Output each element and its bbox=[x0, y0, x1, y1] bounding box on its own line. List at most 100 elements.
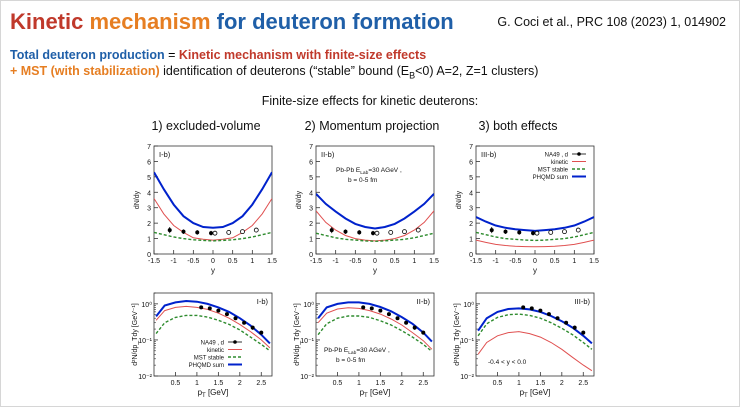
data-point bbox=[195, 230, 200, 235]
data-point bbox=[517, 230, 522, 235]
series-line-kinetic bbox=[477, 331, 593, 372]
y-tick-label: 10⁻¹ bbox=[300, 338, 314, 345]
reflected-data-point bbox=[212, 230, 218, 236]
panel-label: I-b) bbox=[257, 297, 269, 306]
y-tick-label: 10⁻² bbox=[460, 374, 474, 381]
total-production-label: Total deuteron production bbox=[10, 48, 165, 62]
x-tick-label: 1 bbox=[412, 258, 416, 265]
y-tick-label: 1 bbox=[309, 237, 313, 244]
x-axis-label: pT [GeV] bbox=[198, 388, 229, 399]
data-point bbox=[224, 312, 229, 317]
reflected-data-point bbox=[240, 229, 245, 235]
legend-label: kinetic bbox=[207, 348, 224, 354]
y-tick-label: 10⁻² bbox=[300, 374, 314, 381]
y-tick-label: 3 bbox=[469, 206, 473, 213]
x-tick-label: -0.5 bbox=[509, 258, 521, 265]
data-point bbox=[538, 308, 543, 313]
y-axis-label: dN/dy bbox=[134, 190, 141, 209]
mst-description: identification of deuterons (“stable” bo… bbox=[159, 64, 410, 78]
data-point bbox=[181, 229, 186, 234]
legend-label: kinetic bbox=[551, 160, 568, 166]
x-axis-label: pT [GeV] bbox=[520, 388, 551, 399]
y-axis-label: d²N/dp_Tdy [GeV⁻¹] bbox=[294, 303, 301, 365]
reflected-data-point bbox=[402, 229, 407, 235]
data-point bbox=[572, 325, 577, 330]
y-tick-label: 0 bbox=[309, 252, 313, 259]
data-point bbox=[386, 312, 391, 317]
data-point bbox=[167, 228, 172, 233]
plot-frame bbox=[315, 292, 435, 377]
y-axis-label: d²N/dp_Tdy [GeV⁻¹] bbox=[132, 303, 139, 365]
annotation-collision: Pb-Pb ELab=30 AGeV , bbox=[336, 167, 402, 176]
data-point bbox=[555, 316, 560, 321]
x-tick-label: 2 bbox=[238, 380, 242, 387]
chart-rapidity-momentum-projection: 0 1 2 3 4 5 6 7 -1.5 -1 -0.5 0 0.5 1 1.5 y dN/dy II-b)Pb-… bbox=[296, 144, 439, 275]
x-tick-label: 1 bbox=[250, 258, 254, 265]
title-part-formation: for deuteron formation bbox=[216, 9, 454, 34]
x-tick-label: -1.5 bbox=[148, 258, 160, 265]
y-tick-label: 4 bbox=[309, 190, 313, 197]
series-line-kinetic bbox=[154, 198, 272, 241]
y-tick-label: 1 bbox=[147, 237, 151, 244]
plot-frame bbox=[475, 145, 595, 255]
series-line-kinetic bbox=[476, 239, 594, 248]
legend-label: MST stable bbox=[194, 356, 225, 362]
reflected-data-point bbox=[575, 227, 581, 233]
y-tick-label: 0 bbox=[147, 252, 151, 259]
y-tick-label: 5 bbox=[147, 175, 151, 182]
mst-label: + MST (with stabilization) bbox=[10, 64, 160, 78]
plot-frame bbox=[475, 292, 595, 377]
y-axis-label: d²N/dp_Tdy [GeV⁻¹] bbox=[454, 303, 461, 365]
data-point bbox=[357, 230, 362, 235]
x-tick-label: -1 bbox=[333, 258, 339, 265]
chart-pt-momentum-projection: 10⁰ 10⁻¹ 10⁻² 0.5 1 1.5 2 2.5 pT [GeV] d²N/dp_Tdy… bbox=[294, 292, 435, 399]
x-tick-label: 0 bbox=[533, 258, 537, 265]
kinetic-mechanism-label: Kinetic mechanism with finite-size effec… bbox=[178, 48, 427, 62]
series-line-kinetic bbox=[317, 307, 433, 350]
data-point bbox=[412, 325, 417, 330]
title-part-kinetic: Kinetic bbox=[10, 9, 90, 34]
reflected-data-point bbox=[548, 230, 554, 235]
reflected-data-point bbox=[253, 227, 259, 233]
chart-rapidity-excluded-volume: 0 1 2 3 4 5 6 7 -1.5 -1 -0.5 0 0.5 1 1.5 y dN/dy I-b) bbox=[134, 144, 277, 275]
data-point bbox=[242, 320, 247, 325]
x-tick-label: 1.5 bbox=[375, 380, 385, 387]
data-point bbox=[521, 305, 526, 310]
x-tick-label: 1.5 bbox=[213, 380, 223, 387]
x-tick-label: 2 bbox=[560, 380, 564, 387]
reflected-data-point bbox=[226, 230, 232, 235]
y-tick-label: 4 bbox=[469, 190, 473, 197]
y-tick-label: 0 bbox=[469, 252, 473, 259]
data-point bbox=[199, 305, 204, 310]
x-tick-label: 1.5 bbox=[267, 258, 277, 265]
legend-label: PHQMD sum bbox=[533, 175, 568, 181]
x-tick-label: 0 bbox=[211, 258, 215, 265]
x-axis-label: y bbox=[373, 266, 377, 275]
y-tick-label: 10⁻¹ bbox=[138, 338, 152, 345]
y-tick-label: 10⁻² bbox=[138, 374, 152, 381]
data-point bbox=[207, 306, 212, 311]
y-tick-label: 5 bbox=[469, 175, 473, 182]
series-line-phqmd-sum bbox=[154, 171, 272, 229]
x-tick-label: -0.5 bbox=[187, 258, 199, 265]
series-line-phqmd-sum bbox=[316, 193, 434, 230]
x-tick-label: -1 bbox=[171, 258, 177, 265]
data-point bbox=[546, 312, 551, 317]
panel-label: II-b) bbox=[321, 150, 335, 159]
annotation-impact-parameter: b = 0-5 fm bbox=[336, 357, 365, 364]
plot-frame bbox=[153, 292, 273, 377]
reflected-data-point bbox=[374, 230, 380, 236]
x-tick-label: 1 bbox=[195, 380, 199, 387]
chart-pt-both-effects: 10⁰ 10⁻¹ 10⁻² 0.5 1 1.5 2 2.5 pT [GeV] d²N/dp_Tdy… bbox=[454, 292, 595, 399]
x-tick-label: -1 bbox=[493, 258, 499, 265]
y-tick-label: 4 bbox=[147, 190, 151, 197]
legend-label: PHQMD sum bbox=[189, 363, 224, 369]
x-tick-label: 0.5 bbox=[333, 380, 343, 387]
x-tick-label: 1 bbox=[517, 380, 521, 387]
data-point bbox=[343, 229, 348, 234]
y-tick-label: 5 bbox=[309, 175, 313, 182]
data-point bbox=[564, 320, 569, 325]
x-tick-label: 2.5 bbox=[418, 380, 428, 387]
y-tick-label: 7 bbox=[469, 144, 473, 151]
series-line-kinetic bbox=[155, 305, 271, 349]
